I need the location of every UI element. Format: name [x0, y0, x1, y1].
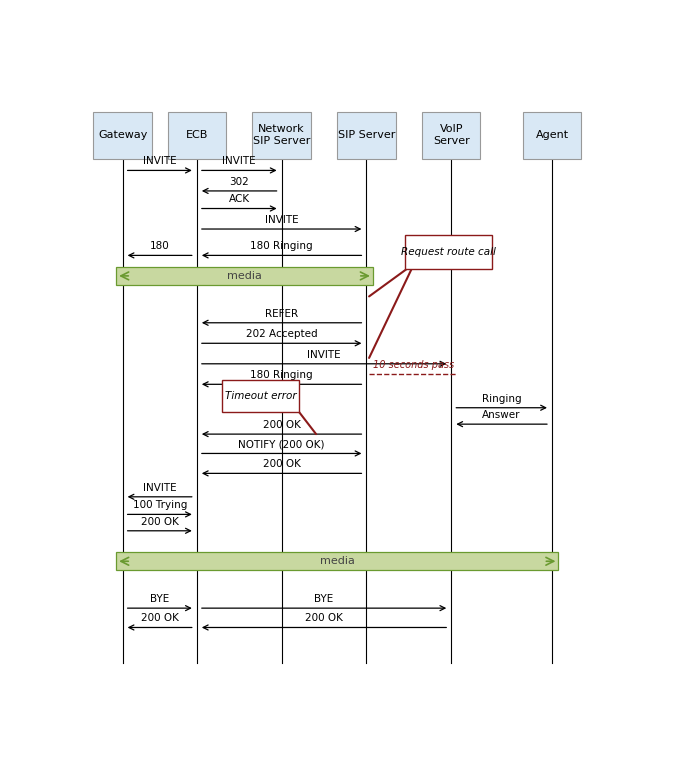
FancyBboxPatch shape [168, 112, 226, 159]
Text: ACK: ACK [228, 194, 250, 205]
Text: Timeout error: Timeout error [224, 391, 296, 401]
FancyBboxPatch shape [422, 112, 480, 159]
Text: BYE: BYE [315, 594, 334, 604]
Text: 180 Ringing: 180 Ringing [250, 241, 313, 251]
Text: 200 OK: 200 OK [305, 613, 343, 623]
FancyBboxPatch shape [405, 235, 492, 269]
Text: media: media [320, 556, 355, 566]
Text: REFER: REFER [265, 309, 298, 319]
FancyBboxPatch shape [523, 112, 581, 159]
Text: NOTIFY (200 OK): NOTIFY (200 OK) [239, 439, 325, 449]
FancyBboxPatch shape [337, 112, 395, 159]
FancyBboxPatch shape [94, 112, 152, 159]
Text: 200 OK: 200 OK [263, 460, 300, 470]
Text: VoIP
Server: VoIP Server [433, 125, 470, 146]
FancyBboxPatch shape [222, 380, 299, 412]
FancyBboxPatch shape [252, 112, 311, 159]
Text: INVITE: INVITE [143, 156, 176, 167]
Text: Ringing: Ringing [482, 393, 521, 403]
Text: Agent: Agent [536, 130, 568, 140]
Text: SIP Server: SIP Server [338, 130, 395, 140]
Text: Network
SIP Server: Network SIP Server [253, 125, 311, 146]
Text: 100 Trying: 100 Trying [133, 500, 187, 511]
Text: Request route call: Request route call [402, 247, 496, 257]
Text: INVITE: INVITE [143, 482, 176, 492]
Text: INVITE: INVITE [307, 350, 341, 360]
Text: Answer: Answer [482, 410, 521, 420]
Text: ECB: ECB [185, 130, 208, 140]
Text: 202 Accepted: 202 Accepted [246, 330, 317, 339]
Text: 200 OK: 200 OK [141, 517, 179, 527]
Text: 180 Ringing: 180 Ringing [250, 370, 313, 380]
Text: 302: 302 [229, 177, 249, 187]
Text: INVITE: INVITE [265, 215, 298, 225]
Text: 10 seconds pass: 10 seconds pass [373, 360, 454, 370]
Text: BYE: BYE [150, 594, 170, 604]
Text: INVITE: INVITE [222, 156, 256, 167]
Text: 200 OK: 200 OK [141, 613, 179, 623]
Bar [116, 267, 373, 285]
Bar [116, 552, 558, 570]
Text: 180: 180 [150, 241, 170, 251]
Text: Gateway: Gateway [98, 130, 147, 140]
Text: media: media [227, 271, 262, 281]
Text: 200 OK: 200 OK [263, 420, 300, 430]
